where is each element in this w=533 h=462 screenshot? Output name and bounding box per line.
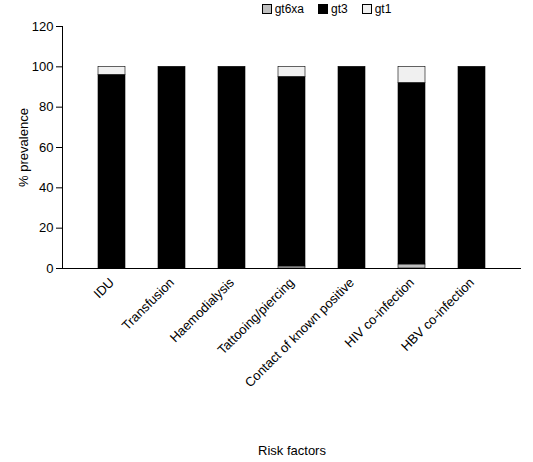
html-text:gt3: gt3 — [331, 2, 348, 16]
svg-text:% prevalence: % prevalence — [16, 108, 31, 187]
svg-text:Risk factors: Risk factors — [258, 443, 326, 458]
html-text:gt6xa: gt6xa — [274, 2, 304, 16]
svg-text:0: 0 — [46, 261, 53, 276]
svg-text:Tattooing/piercing: Tattooing/piercing — [214, 274, 298, 358]
svg-text:40: 40 — [39, 180, 53, 195]
svg-text:Haemodialysis: Haemodialysis — [166, 274, 238, 346]
html-text:gt1: gt1 — [374, 2, 392, 16]
svg-text:100: 100 — [32, 59, 54, 74]
svg-text:HBV co-infection: HBV co-infection — [398, 275, 477, 354]
svg-text:20: 20 — [39, 220, 53, 235]
svg-text:Contact of known positive: Contact of known positive — [242, 275, 357, 390]
svg-text:IDU: IDU — [91, 275, 117, 301]
svg-text:120: 120 — [32, 19, 54, 34]
svg-text:HIV co-infection: HIV co-infection — [341, 274, 418, 351]
svg-text:80: 80 — [39, 99, 53, 114]
svg-text:Transfusion: Transfusion — [119, 275, 177, 333]
svg-text:60: 60 — [39, 140, 53, 155]
